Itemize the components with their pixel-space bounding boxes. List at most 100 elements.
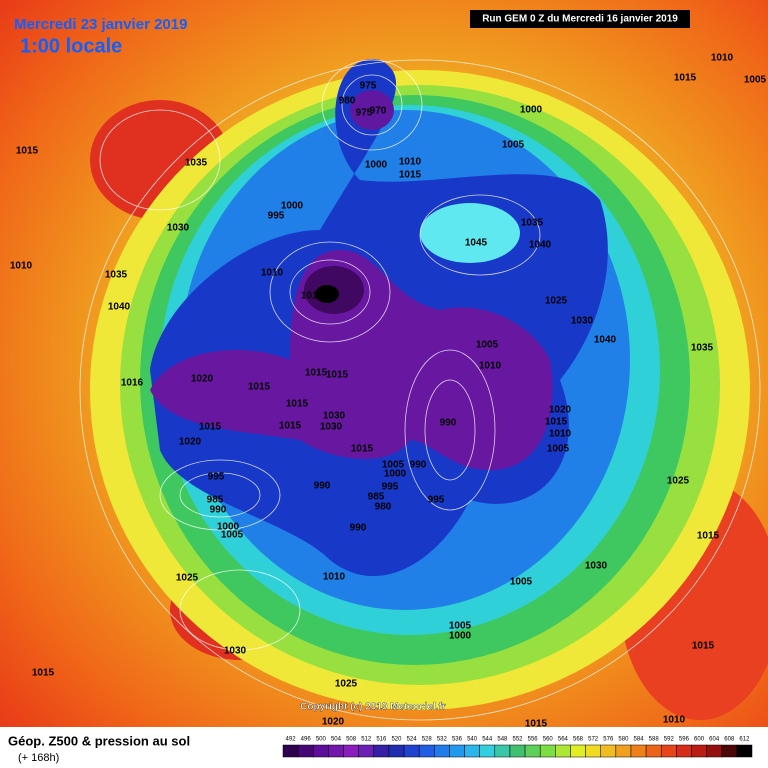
isobar-label: 1005 xyxy=(502,140,525,151)
isobar-label: 1010 xyxy=(711,53,734,64)
colorbar-cell xyxy=(736,744,753,758)
colorbar-label: 492 xyxy=(286,737,297,743)
colorbar-label: 552 xyxy=(512,737,523,743)
colorbar-label: 496 xyxy=(301,737,312,743)
colorbar-cell xyxy=(676,744,692,758)
isobar-label: 1010 xyxy=(549,429,572,440)
isobar-label: 1015 xyxy=(351,444,374,455)
colorbar-label: 584 xyxy=(634,737,645,743)
isobar-label: 1000 xyxy=(449,631,472,642)
colorbar-cell xyxy=(706,744,722,758)
colorbar-label: 544 xyxy=(482,737,493,743)
colorbar-cell xyxy=(660,744,677,758)
isobar-label: 1010 xyxy=(479,361,502,372)
isobar-label: 1005 xyxy=(449,621,472,632)
colorbar-label: 596 xyxy=(679,737,690,743)
colorbar-cell xyxy=(645,744,662,758)
isobar-label: 1000 xyxy=(384,469,407,480)
isobar-label: 995 xyxy=(208,472,225,483)
isobar-label: 1035 xyxy=(185,158,208,169)
isobar-label: 995 xyxy=(428,495,445,506)
isobar-label: 1040 xyxy=(108,302,131,313)
colorbar-label: 516 xyxy=(376,737,387,743)
colorbar-cell xyxy=(524,744,541,758)
isobar-label: 1015 xyxy=(692,641,715,652)
isobars xyxy=(79,59,761,721)
map-time: 1:00 locale xyxy=(20,35,122,57)
isobar-label: 995 xyxy=(382,482,399,493)
colorbar-label: 604 xyxy=(709,737,720,743)
isobar-label: 1005 xyxy=(382,460,405,471)
isobar-label: 990 xyxy=(350,523,367,534)
colorbar-label: 508 xyxy=(346,737,357,743)
colorbar-label: 536 xyxy=(452,737,463,743)
colorbar-label: 568 xyxy=(573,737,584,743)
isobar-label: 1030 xyxy=(323,411,346,422)
isobar-label: 1040 xyxy=(594,335,617,346)
isobar-label: 1010 xyxy=(399,157,422,168)
colorbar-cell xyxy=(449,744,465,758)
colorbar-label: 512 xyxy=(361,737,372,743)
isobar-label: 1005 xyxy=(547,444,570,455)
isobar-label: 990 xyxy=(440,418,457,429)
colorbar-cell xyxy=(691,744,707,758)
isobar-label: 1015 xyxy=(248,382,271,393)
isobar-label: 1010 xyxy=(663,715,686,726)
isobar-label: 990 xyxy=(410,460,427,471)
colorbar-cell xyxy=(509,744,526,758)
colorbar-label: 520 xyxy=(391,737,402,743)
isobar-label: 1016 xyxy=(121,378,144,389)
colorbar-cell xyxy=(373,744,390,758)
isobar-label: 1015 xyxy=(399,170,422,181)
isobar-label: 1015 xyxy=(525,719,548,730)
isobar-label: 1005 xyxy=(510,577,533,588)
isobar-label: 985 xyxy=(207,495,224,506)
isobar-label: 1025 xyxy=(335,679,358,690)
isobar-label: 1020 xyxy=(191,374,214,385)
isobar-label: 1005 xyxy=(744,75,767,86)
colorbar-label: 528 xyxy=(422,737,433,743)
isobar-label: 1030 xyxy=(571,316,594,327)
colorbar-label: 592 xyxy=(664,737,675,743)
isobar-label: 990 xyxy=(210,505,227,516)
isobar-label: 980 xyxy=(375,502,392,513)
colorbar-label: 572 xyxy=(588,737,599,743)
colorbar-label: 600 xyxy=(694,737,705,743)
isobar-label: 975 xyxy=(356,108,373,119)
isobar-label: 1015 xyxy=(279,421,302,432)
colorbar-cell xyxy=(358,744,375,758)
run-box xyxy=(470,10,690,28)
isobar-label: 1000 xyxy=(365,160,388,171)
colorbar-label: 560 xyxy=(543,737,554,743)
isobar-label: 1025 xyxy=(176,573,199,584)
colorbar-label: 504 xyxy=(331,737,342,743)
isobar-label: 1015 xyxy=(32,668,55,679)
colorbar-label: 608 xyxy=(724,737,735,743)
copyright: Copyright (c) 2019 Meteociel.fr xyxy=(300,702,446,713)
colorbar-label: 548 xyxy=(497,737,508,743)
colorbar-label: 556 xyxy=(528,737,539,743)
ridge-area xyxy=(420,203,520,263)
isobar-label: 1005 xyxy=(476,340,499,351)
isobar-label: 1030 xyxy=(320,422,343,433)
colorbar-cell xyxy=(539,744,556,758)
isobar-label: 1035 xyxy=(105,270,128,281)
isobar-label: 1030 xyxy=(585,561,608,572)
colorbar-label: 500 xyxy=(316,737,327,743)
isobar-label: 1015 xyxy=(199,422,222,433)
isobar-label: 985 xyxy=(368,492,385,503)
low-core xyxy=(350,90,394,130)
isobar-label: 1035 xyxy=(691,343,714,354)
isobar-label: 1025 xyxy=(667,476,690,487)
isobar-label: 1015 xyxy=(697,531,720,542)
isobar-label: 1010 xyxy=(323,572,346,583)
isobar-label: 1010 xyxy=(10,261,33,272)
colorbar-cell xyxy=(555,744,571,758)
colorbar-cell xyxy=(630,744,647,758)
isobar-label: 1030 xyxy=(224,646,247,657)
isobar-label: 1000 xyxy=(520,105,543,116)
isobar-label: 1015 xyxy=(326,370,349,381)
colorbar-cell xyxy=(343,744,359,758)
colorbar-cell xyxy=(721,744,738,758)
